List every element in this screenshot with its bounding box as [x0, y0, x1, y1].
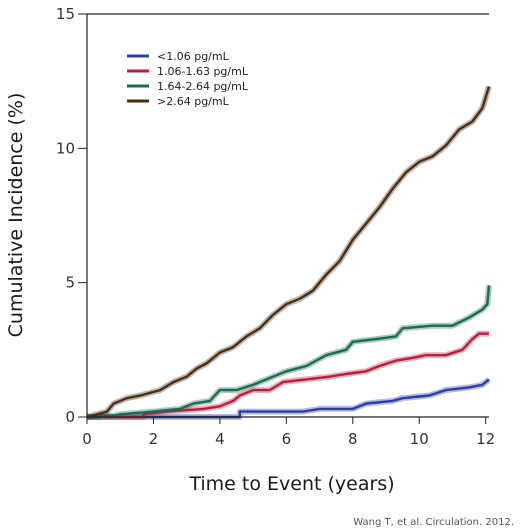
axes — [86, 13, 489, 418]
legend-label-4: >2.64 pg/mL — [157, 95, 230, 108]
series-line-4 — [86, 86, 491, 419]
legend-label-2: 1.06-1.63 pg/mL — [157, 65, 249, 78]
ticks: 0 2 4 6 8 10 12 0 5 10 15 — [56, 5, 495, 448]
x-tick-label: 0 — [82, 430, 92, 448]
x-tick-label: 10 — [410, 430, 429, 448]
x-axis-title: Time to Event (years) — [188, 473, 394, 495]
legend-label-1: <1.06 pg/mL — [157, 50, 230, 63]
series-halo-2 — [87, 330, 489, 420]
y-axis-title: Cumulative Incidence (%) — [5, 93, 27, 338]
series-line-3 — [87, 285, 491, 419]
x-tick-label: 8 — [348, 430, 358, 448]
y-tick-label: 5 — [65, 274, 75, 292]
series-line-2 — [87, 332, 489, 419]
y-tick-label: 15 — [56, 5, 75, 23]
x-tick-label: 2 — [149, 430, 159, 448]
series-layer — [86, 85, 492, 420]
x-tick-label: 6 — [282, 430, 292, 448]
y-tick-label: 0 — [65, 408, 75, 426]
y-tick-label: 10 — [56, 139, 75, 157]
legend-label-3: 1.64-2.64 pg/mL — [157, 80, 249, 93]
source-credit: Wang T, et al. Circulation. 2012. — [353, 517, 514, 528]
legend: <1.06 pg/mL 1.06-1.63 pg/mL 1.64-2.64 pg/m… — [127, 50, 249, 108]
series-line-1 — [87, 378, 490, 419]
x-tick-label: 12 — [476, 430, 495, 448]
series-halo-4 — [86, 85, 492, 420]
x-tick-label: 4 — [215, 430, 225, 448]
